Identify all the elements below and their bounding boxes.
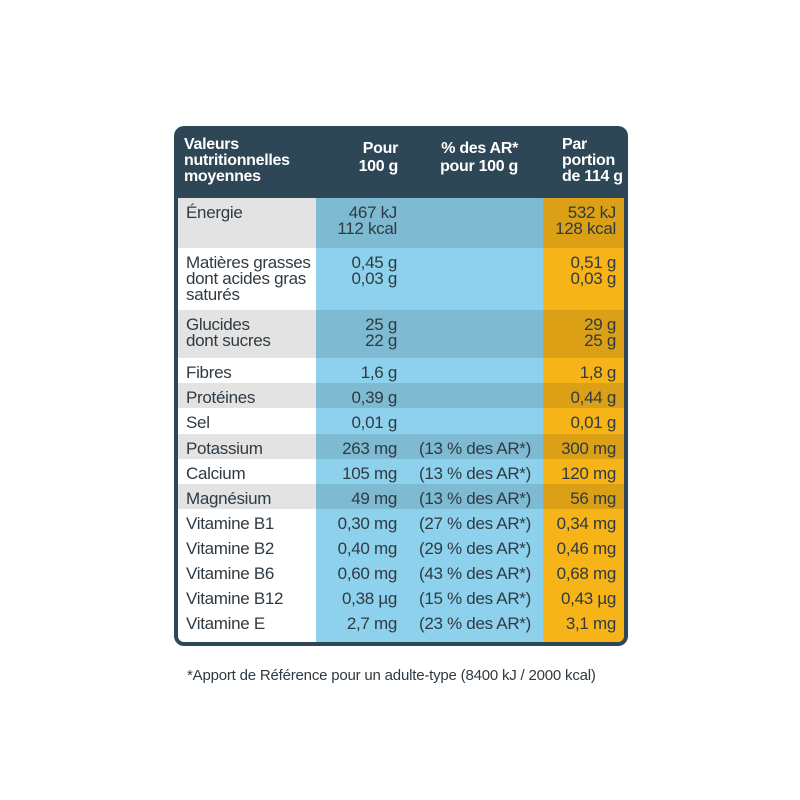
row-label: Calcium	[186, 464, 246, 483]
row-label: Fibres	[186, 363, 232, 382]
header-portion-line: Par	[562, 136, 587, 153]
per-100g-value: 0,40 mg	[337, 539, 398, 558]
header-ar-line: % des AR*	[441, 140, 518, 157]
header-portion-line: portion	[562, 152, 615, 169]
table-row: Vitamine B6 0,60 mg (43 % des AR*) 0,68 mg	[178, 559, 624, 584]
nutrition-table: Valeurs nutritionnelles moyennes Pour 10…	[174, 126, 628, 646]
per-100g-value: 0,38 µg	[342, 589, 397, 608]
row-label: Magnésium	[186, 489, 272, 508]
table-row: Matières grasses dont acides gras saturés 0…	[178, 248, 624, 310]
per-100g-value: 0,39 g	[351, 388, 398, 407]
row-label: Vitamine B12	[186, 589, 284, 608]
per-portion-value: 0,03 g	[570, 269, 617, 288]
ar-percent-value: (15 % des AR*)	[418, 589, 531, 608]
header-ar: % des AR* pour 100 g	[436, 141, 518, 201]
per-portion-value: 120 mg	[561, 464, 616, 483]
row-label: saturés	[186, 285, 240, 304]
per-portion-value: 1,8 g	[579, 363, 617, 382]
table-row: Vitamine B12 0,38 µg (15 % des AR*) 0,43 µg	[178, 584, 624, 609]
per-portion-value: 532 kJ	[567, 203, 617, 222]
per-100g-value: 467 kJ	[348, 203, 398, 222]
row-label: Vitamine B1	[186, 514, 275, 533]
per-100g-column	[316, 198, 543, 642]
table-body: Énergie 467 kJ 112 kcal 532 kJ 128 kcal Matiè…	[178, 198, 624, 642]
per-portion-value: 56 mg	[570, 489, 616, 508]
row-shade	[178, 383, 624, 408]
table-row: Vitamine B1 0,30 mg (27 % des AR*) 0,34 mg	[178, 509, 624, 534]
table-row: Vitamine E 2,7 mg (23 % des AR*) 3,1 mg	[178, 609, 624, 642]
header-label-line: Valeurs	[184, 136, 239, 153]
per-portion-value: 0,43 µg	[561, 589, 616, 608]
table-row: Fibres 1,6 g 1,8 g	[178, 358, 624, 383]
per-portion-value: 0,51 g	[570, 253, 617, 272]
ar-percent-value: (43 % des AR*)	[418, 564, 531, 583]
row-label: Vitamine E	[186, 614, 265, 633]
header-ar-line: pour 100 g	[440, 158, 518, 175]
ar-percent-value: (29 % des AR*)	[418, 539, 531, 558]
per-100g-value: 263 mg	[342, 439, 397, 458]
footnote: *Apport de Référence pour un adulte-type…	[187, 667, 596, 684]
header-pour-line: 100 g	[358, 158, 399, 175]
per-100g-value: 22 g	[365, 331, 397, 350]
per-portion-value: 3,1 mg	[565, 614, 616, 633]
per-portion-value: 29 g	[584, 315, 616, 334]
per-portion-value: 0,34 mg	[556, 514, 617, 533]
per-100g-value: 1,6 g	[360, 363, 398, 382]
ar-percent-value: (13 % des AR*)	[418, 439, 531, 458]
row-shade	[178, 434, 624, 459]
row-shade	[178, 484, 624, 509]
per-100g-value: 2,7 mg	[346, 614, 397, 633]
per-100g-value: 0,03 g	[351, 269, 398, 288]
table-row: Magnésium 49 mg (13 % des AR*) 56 mg	[178, 484, 624, 509]
row-label: Énergie	[186, 203, 243, 222]
header-portion: Par portion de 114 g	[546, 136, 623, 212]
per-100g-value: 49 mg	[351, 489, 397, 508]
header-pour-line: Pour	[362, 140, 399, 157]
row-label: Protéines	[186, 388, 256, 407]
per-portion-value: 0,46 mg	[556, 539, 617, 558]
label-column	[178, 198, 316, 642]
per-portion-value: 0,44 g	[570, 388, 617, 407]
table-row: Potassium 263 mg (13 % des AR*) 300 mg	[178, 434, 624, 459]
per-portion-column	[543, 198, 624, 642]
per-portion-value: 0,68 mg	[556, 564, 617, 583]
table-row: Sel 0,01 g 0,01 g	[178, 408, 624, 434]
header-label: Valeurs nutritionnelles moyennes	[184, 137, 290, 212]
row-label: Vitamine B6	[186, 564, 275, 583]
row-label: dont acides gras	[186, 269, 306, 288]
per-100g-value: 112 kcal	[337, 219, 397, 238]
per-100g-value: 0,30 mg	[337, 514, 398, 533]
header-pour: Pour 100 g	[354, 140, 399, 201]
per-portion-value: 25 g	[584, 331, 616, 350]
per-100g-value: 105 mg	[342, 464, 397, 483]
row-shade	[178, 198, 624, 248]
row-label: Sel	[186, 413, 210, 432]
row-label: Glucides	[186, 315, 250, 334]
per-100g-value: 0,60 mg	[337, 564, 398, 583]
per-100g-value: 25 g	[365, 315, 397, 334]
per-portion-value: 0,01 g	[570, 413, 617, 432]
per-portion-value: 128 kcal	[555, 219, 616, 238]
header-label-line: nutritionnelles	[184, 152, 290, 169]
row-label: Matières grasses	[186, 253, 311, 272]
table-row: Protéines 0,39 g 0,44 g	[178, 383, 624, 408]
table-row: Vitamine B2 0,40 mg (29 % des AR*) 0,46 mg	[178, 534, 624, 559]
ar-percent-value: (13 % des AR*)	[418, 464, 531, 483]
row-label: dont sucres	[186, 331, 271, 350]
ar-percent-value: (27 % des AR*)	[418, 514, 531, 533]
header-portion-line: de 114 g	[562, 168, 623, 185]
table-row: Glucides dont sucres 25 g 22 g 29 g 25 g	[178, 310, 624, 358]
ar-percent-value: (23 % des AR*)	[418, 614, 531, 633]
per-100g-value: 0,45 g	[351, 253, 398, 272]
ar-percent-value: (13 % des AR*)	[418, 489, 531, 508]
row-shade	[178, 310, 624, 358]
per-portion-value: 300 mg	[561, 439, 616, 458]
table-row: Calcium 105 mg (13 % des AR*) 120 mg	[178, 459, 624, 484]
row-label: Vitamine B2	[186, 539, 275, 558]
per-100g-value: 0,01 g	[351, 413, 398, 432]
row-label: Potassium	[186, 439, 263, 458]
header-label-line: moyennes	[184, 168, 261, 185]
table-row: Énergie 467 kJ 112 kcal 532 kJ 128 kcal	[178, 198, 624, 248]
